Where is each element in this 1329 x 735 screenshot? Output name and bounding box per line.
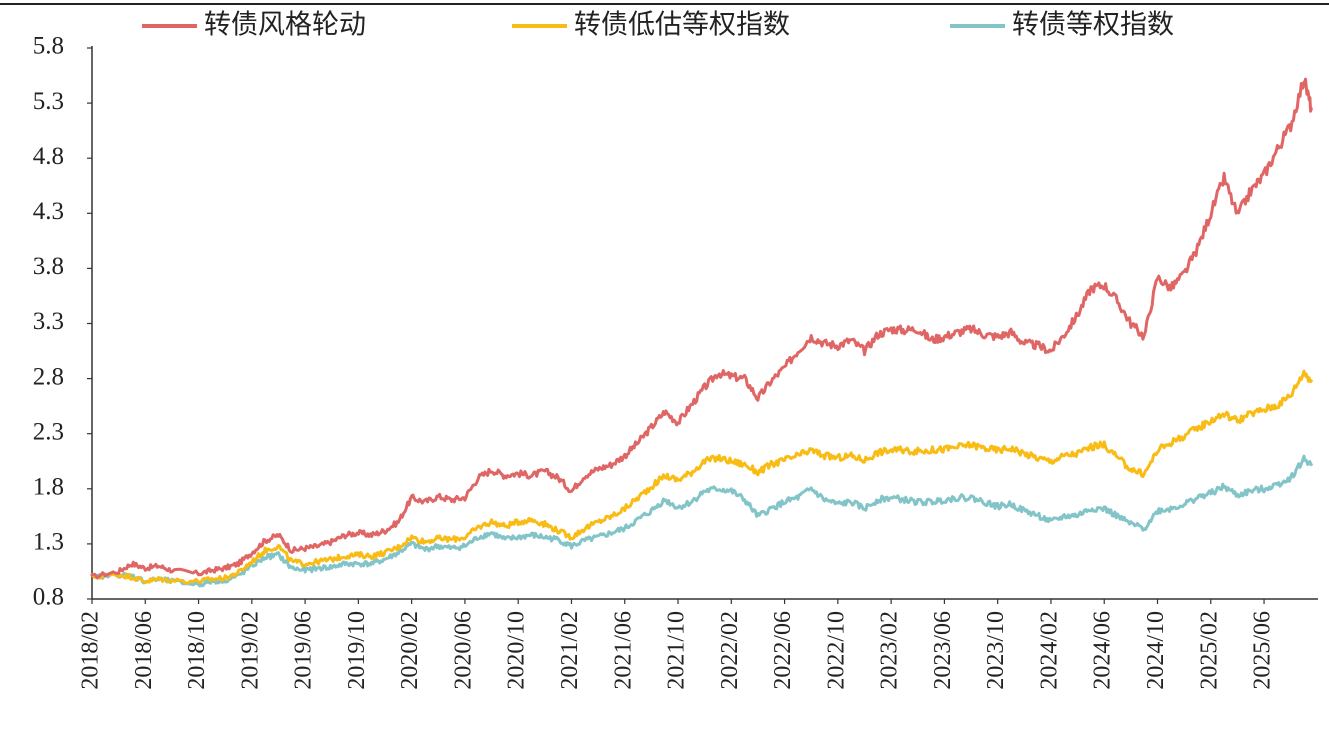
series-line-1 [90,369,1313,585]
legend-label: 转债低估等权指数 [574,10,790,41]
x-tick-label: 2025/02 [1196,611,1222,690]
x-tick-label: 2024/06 [1090,611,1116,690]
x-tick-label: 2022/06 [770,611,796,690]
y-tick-label: 0.8 [33,584,64,611]
x-tick-label: 2020/06 [450,611,476,690]
y-tick-label: 1.8 [33,474,64,501]
y-tick-label: 2.3 [33,418,64,445]
y-tick-label: 1.3 [33,529,64,556]
x-tick-label: 2024/02 [1036,611,1062,690]
y-tick-label: 3.3 [33,308,64,335]
series-line-0 [90,77,1313,580]
x-tick-label: 2025/06 [1250,611,1276,690]
x-tick-label: 2018/06 [131,611,157,690]
x-tick-label: 2018/02 [78,611,104,690]
x-tick-label: 2024/10 [1143,611,1169,690]
x-tick-label: 2018/10 [184,611,210,690]
y-tick-label: 5.3 [33,88,64,115]
x-tick-label: 2022/10 [823,611,849,690]
plot-area [90,46,1318,600]
y-tick-label: 2.8 [33,363,64,390]
x-tick-label: 2019/06 [291,611,317,690]
x-tick-label: 2023/02 [877,611,903,690]
x-tick-label: 2021/06 [610,611,636,690]
y-tick-label: 3.8 [33,253,64,280]
legend-label: 转债风格轮动 [204,10,366,41]
x-tick-label: 2020/10 [504,611,530,690]
x-tick-label: 2023/10 [983,611,1009,690]
x-tick-label: 2020/02 [397,611,423,690]
series-line-2 [90,454,1313,588]
x-axis: 2018/02 2018/06 2018/10 2019/02 2019/06 2019/… [78,599,1276,690]
x-tick-label: 2021/02 [557,611,583,690]
legend: 转债风格轮动 转债低估等权指数 转债等权指数 [142,10,1174,41]
y-axis: 0.8 1.3 1.8 2.3 2.8 3.3 3.8 4.3 4.8 5.3 5.8 [33,33,92,611]
y-tick-label: 5.8 [33,33,64,60]
y-tick-label: 4.8 [33,143,64,170]
x-tick-label: 2021/10 [664,611,690,690]
x-tick-label: 2022/02 [717,611,743,690]
x-tick-label: 2019/10 [344,611,370,690]
legend-label: 转债等权指数 [1012,10,1174,41]
x-tick-label: 2023/06 [930,611,956,690]
x-tick-label: 2019/02 [237,611,263,690]
y-tick-label: 4.3 [33,198,64,225]
